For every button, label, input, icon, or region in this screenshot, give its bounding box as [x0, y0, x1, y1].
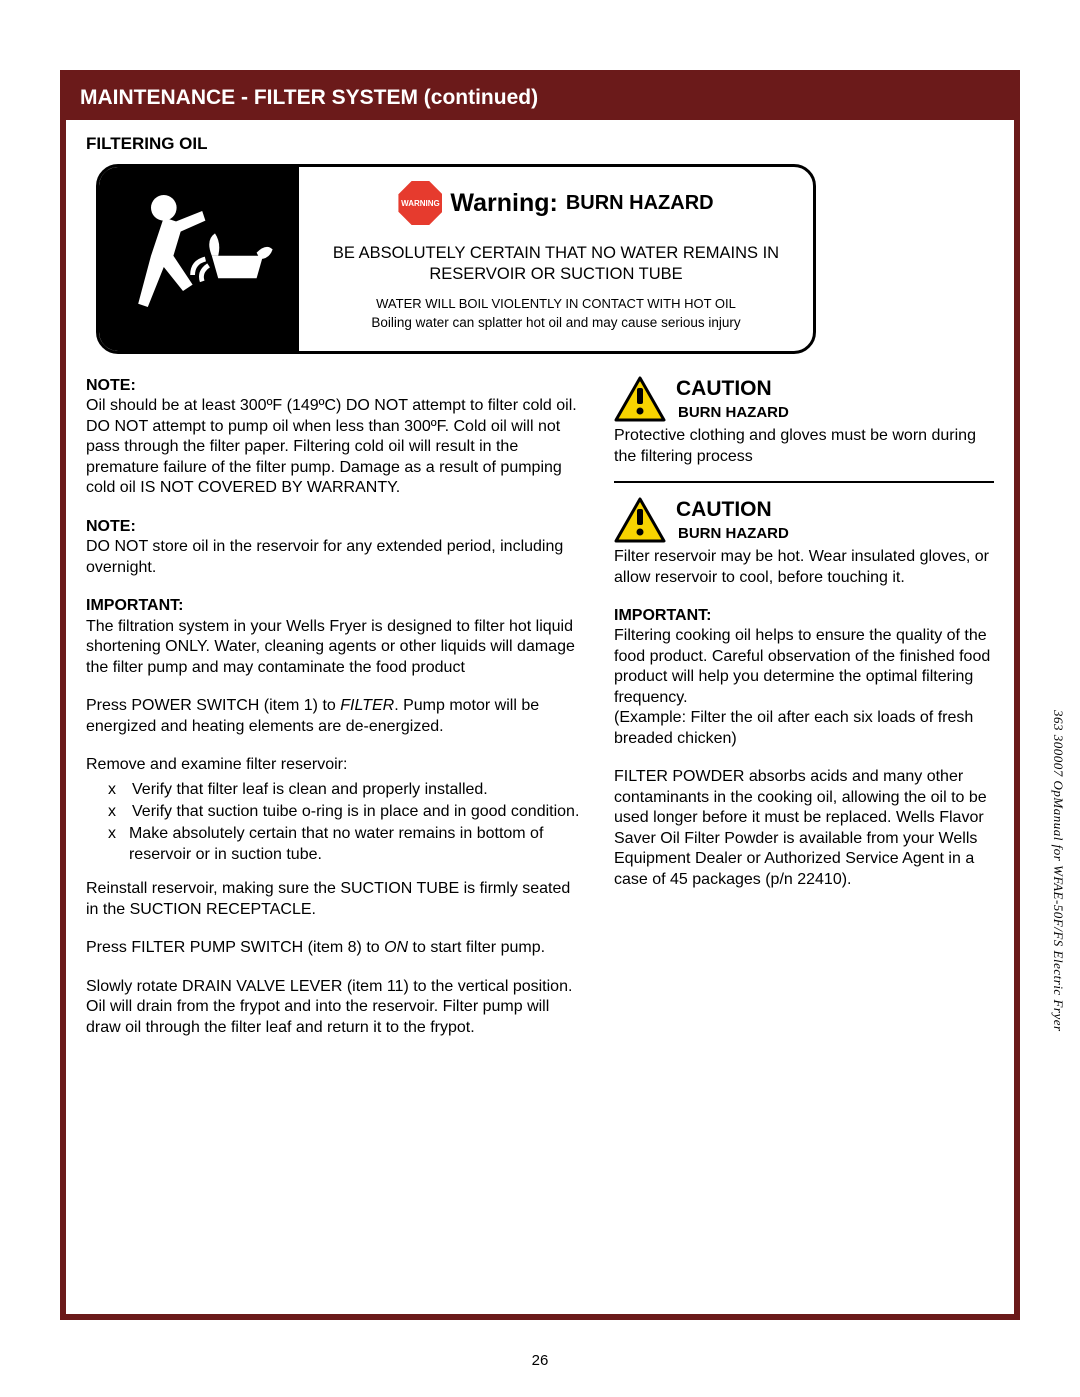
- important-right-label: IMPORTANT:: [614, 606, 994, 626]
- p-examine: Remove and examine filter reservoir:: [86, 755, 586, 775]
- important-right-body1: Filtering cooking oil helps to ensure th…: [614, 626, 994, 708]
- warning-line-2: WATER WILL BOIL VIOLENTLY IN CONTACT WIT…: [317, 296, 795, 311]
- caution-1-body: Protective clothing and gloves must be w…: [614, 426, 994, 467]
- p-pump-a: Press FILTER PUMP SWITCH (item 8) to: [86, 939, 384, 956]
- slip-hazard-icon: [119, 179, 279, 339]
- important-left-label: IMPORTANT:: [86, 596, 586, 616]
- caution-2-sub: BURN HAZARD: [678, 524, 789, 543]
- bullet-marker: x: [108, 824, 117, 865]
- p-filter-it: FILTER: [340, 697, 394, 714]
- important-left-body: The filtration system in your Wells Frye…: [86, 617, 586, 678]
- p-pump: Press FILTER PUMP SWITCH (item 8) to ON …: [86, 938, 586, 958]
- bullet-marker: x: [108, 780, 120, 800]
- important-right-example: (Example: Filter the oil after each six …: [614, 708, 994, 749]
- warning-line-1: BE ABSOLUTELY CERTAIN THAT NO WATER REMA…: [317, 243, 795, 286]
- caution-triangle-icon: [614, 376, 666, 422]
- caution-1-header: CAUTION BURN HAZARD: [614, 376, 994, 422]
- page-number: 26: [532, 1352, 549, 1369]
- p-filter-a: Press POWER SWITCH (item 1) to: [86, 697, 340, 714]
- important-right-body2: FILTER POWDER absorbs acids and many oth…: [614, 767, 994, 890]
- bullet-3: Make absolutely certain that no water re…: [129, 824, 586, 865]
- p-drain: Slowly rotate DRAIN VALVE LEVER (item 11…: [86, 977, 586, 1038]
- warning-octagon-icon: WARNING: [398, 181, 442, 225]
- warning-graphic-slip-icon: [99, 167, 299, 351]
- caution-1: CAUTION BURN HAZARD Protective clothing …: [614, 376, 994, 467]
- warning-badge-text: WARNING: [401, 199, 440, 208]
- side-margin-text: 363 300007 OpManual for WFAE-50F/FS Elec…: [1050, 710, 1066, 1032]
- bullet-1: Verify that filter leaf is clean and pro…: [132, 780, 488, 800]
- caution-1-word: CAUTION: [676, 376, 789, 403]
- warning-box: WARNING Warning: BURN HAZARD BE ABSOLUTE…: [96, 164, 816, 354]
- p-filter: Press POWER SWITCH (item 1) to FILTER. P…: [86, 696, 586, 737]
- bullet-row: x Make absolutely certain that no water r…: [108, 824, 586, 865]
- bullet-marker: x: [108, 802, 120, 822]
- left-column: NOTE: Oil should be at least 300ºF (149º…: [86, 376, 586, 1056]
- bullet-row: x Verify that filter leaf is clean and pr…: [108, 780, 586, 800]
- caution-2: CAUTION BURN HAZARD Filter reservoir may…: [614, 497, 994, 588]
- bullet-list: x Verify that filter leaf is clean and pr…: [86, 780, 586, 866]
- important-right: IMPORTANT: Filtering cooking oil helps t…: [614, 606, 994, 890]
- caution-2-header: CAUTION BURN HAZARD: [614, 497, 994, 543]
- right-column: CAUTION BURN HAZARD Protective clothing …: [614, 376, 994, 1056]
- warning-text-block: WARNING Warning: BURN HAZARD BE ABSOLUTE…: [299, 167, 813, 351]
- warning-line-3: Boiling water can splatter hot oil and m…: [317, 315, 795, 330]
- bullet-row: x Verify that suction tuibe o-ring is in …: [108, 802, 586, 822]
- note-1: NOTE: Oil should be at least 300ºF (149º…: [86, 376, 586, 499]
- caution-1-sub: BURN HAZARD: [678, 403, 789, 422]
- note-2: NOTE: DO NOT store oil in the reservoir …: [86, 517, 586, 578]
- divider: [614, 481, 994, 483]
- caution-2-word: CAUTION: [676, 497, 789, 524]
- note-2-label: NOTE:: [86, 517, 586, 537]
- warning-title-sub: BURN HAZARD: [566, 192, 714, 215]
- warning-title-strong: Warning:: [450, 189, 557, 218]
- warning-title-line: WARNING Warning: BURN HAZARD: [317, 181, 795, 225]
- p-pump-b: to start filter pump.: [408, 939, 545, 956]
- section-title: MAINTENANCE - FILTER SYSTEM (continued): [80, 86, 538, 109]
- caution-triangle-icon: [614, 497, 666, 543]
- caution-1-titles: CAUTION BURN HAZARD: [676, 376, 789, 422]
- note-1-body: Oil should be at least 300ºF (149ºC) DO …: [86, 396, 586, 498]
- page-frame: MAINTENANCE - FILTER SYSTEM (continued) …: [60, 70, 1020, 1320]
- subheading-filtering-oil: FILTERING OIL: [86, 134, 994, 154]
- caution-2-body: Filter reservoir may be hot. Wear insula…: [614, 547, 994, 588]
- note-1-label: NOTE:: [86, 376, 586, 396]
- caution-2-titles: CAUTION BURN HAZARD: [676, 497, 789, 543]
- important-left: IMPORTANT: The filtration system in your…: [86, 596, 586, 678]
- bullet-2: Verify that suction tuibe o-ring is in p…: [132, 802, 579, 822]
- p-pump-it: ON: [384, 939, 408, 956]
- note-2-body: DO NOT store oil in the reservoir for an…: [86, 537, 586, 578]
- p-reinstall: Reinstall reservoir, making sure the SUC…: [86, 879, 586, 920]
- two-column-layout: NOTE: Oil should be at least 300ºF (149º…: [86, 376, 994, 1056]
- content-area: FILTERING OIL: [66, 120, 1014, 1076]
- section-header: MAINTENANCE - FILTER SYSTEM (continued): [66, 76, 1014, 120]
